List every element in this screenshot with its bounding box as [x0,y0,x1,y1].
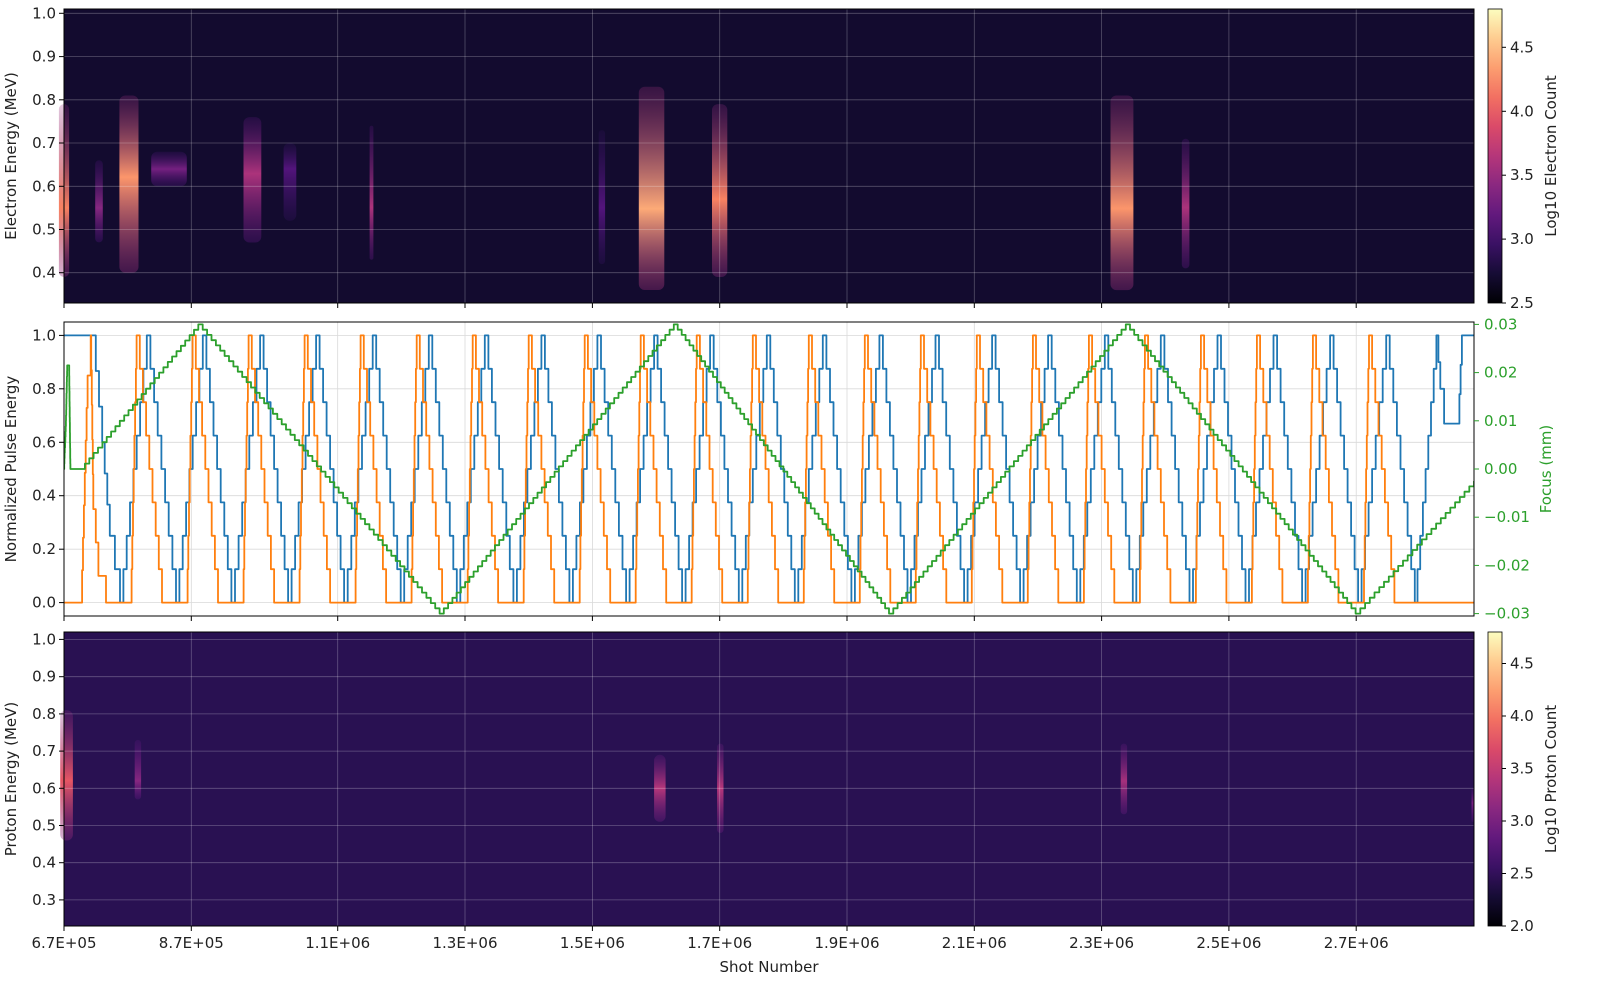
colorbar-tick-label: 4.0 [1510,102,1534,120]
y-tick-label: 0.8 [32,91,56,109]
heatmap-blob [654,754,666,822]
electron-panel: 0.4 0.5 0.6 0.7 0.8 0.9 1.0 Electron Energy (M… [2,4,1560,312]
y2-tick-label: −0.01 [1484,508,1530,526]
pulse-panel: 0.0 0.2 0.4 0.6 0.8 1.0 −0.03 −0.02 −0.01 0.00 0.… [2,315,1555,622]
heatmap-blob [1471,788,1474,822]
electron-plot-background [64,9,1474,303]
y2-tick-label: 0.00 [1484,460,1517,478]
y-tick-label: 0.9 [32,48,56,66]
y2-tick-label: −0.02 [1484,556,1530,574]
x-tick-label: 2.1E+06 [942,934,1007,952]
x-axis-ticks: 6.7E+05 8.7E+05 1.1E+06 1.3E+06 1.5E+06 1.7E+… [32,303,1389,952]
y-tick-label: 0.6 [32,779,56,797]
proton-y-axis-label: Proton Energy (MeV) [2,702,20,857]
electron-y-ticks: 0.4 0.5 0.6 0.7 0.8 0.9 1.0 [32,4,64,282]
heatmap-blob [134,739,142,800]
heatmap-blob [1181,138,1190,269]
heatmap-blob [1110,95,1134,291]
x-tick-label: 1.1E+06 [305,934,370,952]
y2-tick-label: 0.01 [1484,412,1517,430]
y-tick-label: 0.7 [32,134,56,152]
heatmap-blob [151,151,187,187]
electron-heatmap-blobs [58,86,1190,291]
proton-grid [63,632,1474,926]
proton-colorbar [1487,631,1503,927]
x-tick-label: 1.9E+06 [815,934,880,952]
electron-grid [63,9,1474,303]
heatmap-blob [598,130,606,265]
proton-heatmap-blobs [60,710,1474,841]
series-line-3 [64,323,1474,615]
proton-plot-background [64,632,1474,926]
focus-y2-axis-label: Focus (mm) [1537,425,1555,514]
colorbar-tick-label: 4.5 [1510,655,1534,673]
y-tick-label: 0.5 [32,817,56,835]
pulse-series-lines [64,323,1474,615]
electron-axes-frame [63,8,1475,304]
x-tick-label: 6.7E+05 [32,934,97,952]
y-tick-label: 0.4 [32,487,56,505]
proton-colorbar-label: Log10 Proton Count [1542,705,1560,853]
electron-colorbar-label: Log10 Electron Count [1542,75,1560,237]
y-tick-label: 0.5 [32,221,56,239]
heatmap-blob [369,125,374,260]
y2-tick-label: 0.02 [1484,364,1517,382]
y-tick-label: 0.6 [32,177,56,195]
colorbar-tick-label: 4.5 [1510,38,1534,56]
y-tick-label: 0.8 [32,705,56,723]
y-tick-label: 0.6 [32,433,56,451]
y-tick-label: 0.4 [32,264,56,282]
proton-panel: 0.3 0.4 0.5 0.6 0.7 0.8 0.9 1.0 Proton Energy (… [2,630,1560,935]
y-tick-label: 0.4 [32,854,56,872]
heatmap-blob [243,117,262,243]
series-line-1 [64,334,1474,604]
y-tick-label: 0.3 [32,891,56,909]
y-tick-label: 1.0 [32,326,56,344]
y2-tick-label: −0.03 [1484,605,1530,623]
pulse-y-ticks: 0.0 0.2 0.4 0.6 0.8 1.0 [32,326,64,612]
focus-y2-ticks: −0.03 −0.02 −0.01 0.00 0.01 0.02 0.03 [1474,315,1530,623]
x-tick-label: 2.3E+06 [1069,934,1134,952]
proton-y-ticks: 0.3 0.4 0.5 0.6 0.7 0.8 0.9 1.0 [32,630,64,909]
heatmap-blob [1120,743,1128,815]
x-tick-label: 1.5E+06 [560,934,625,952]
heatmap-blob [119,95,139,273]
y-tick-label: 0.7 [32,742,56,760]
heatmap-blob [712,104,728,277]
y-tick-label: 0.9 [32,668,56,686]
electron-colorbar [1487,8,1503,304]
y-tick-label: 0.0 [32,594,56,612]
colorbar-tick-label: 3.5 [1510,760,1534,778]
x-tick-label: 2.5E+06 [1196,934,1261,952]
heatmap-blob [95,160,103,243]
x-tick-label: 8.7E+05 [159,934,224,952]
y-tick-label: 0.8 [32,380,56,398]
colorbar-tick-label: 3.5 [1510,166,1534,184]
pulse-y-axis-label: Normalized Pulse Energy [2,376,20,563]
proton-axes-frame [63,631,1475,927]
y-tick-label: 1.0 [32,4,56,22]
heatmap-blob [717,743,724,833]
colorbar-tick-label: 3.0 [1510,230,1534,248]
colorbar-tick-label: 2.0 [1510,917,1534,935]
x-tick-label: 1.3E+06 [433,934,498,952]
colorbar-tick-label: 3.0 [1510,812,1534,830]
series-line-2 [64,334,1474,604]
proton-colorbar-ticks: 2.0 2.5 3.0 3.5 4.0 4.5 [1502,655,1534,935]
electron-y-axis-label: Electron Energy (MeV) [2,72,20,240]
colorbar-tick-label: 2.5 [1510,294,1534,312]
colorbar-tick-label: 2.5 [1510,865,1534,883]
x-tick-label: 2.7E+06 [1324,934,1389,952]
heatmap-blob [283,143,297,221]
electron-colorbar-ticks: 2.5 3.0 3.5 4.0 4.5 [1502,38,1534,312]
y-tick-label: 0.2 [32,540,56,558]
x-tick-label: 1.7E+06 [687,934,752,952]
x-axis-label: Shot Number [719,958,819,976]
y2-tick-label: 0.03 [1484,315,1517,333]
heatmap-blob [638,86,665,290]
heatmap-blob [60,710,73,841]
y-tick-label: 1.0 [32,630,56,648]
colorbar-tick-label: 4.0 [1510,707,1534,725]
